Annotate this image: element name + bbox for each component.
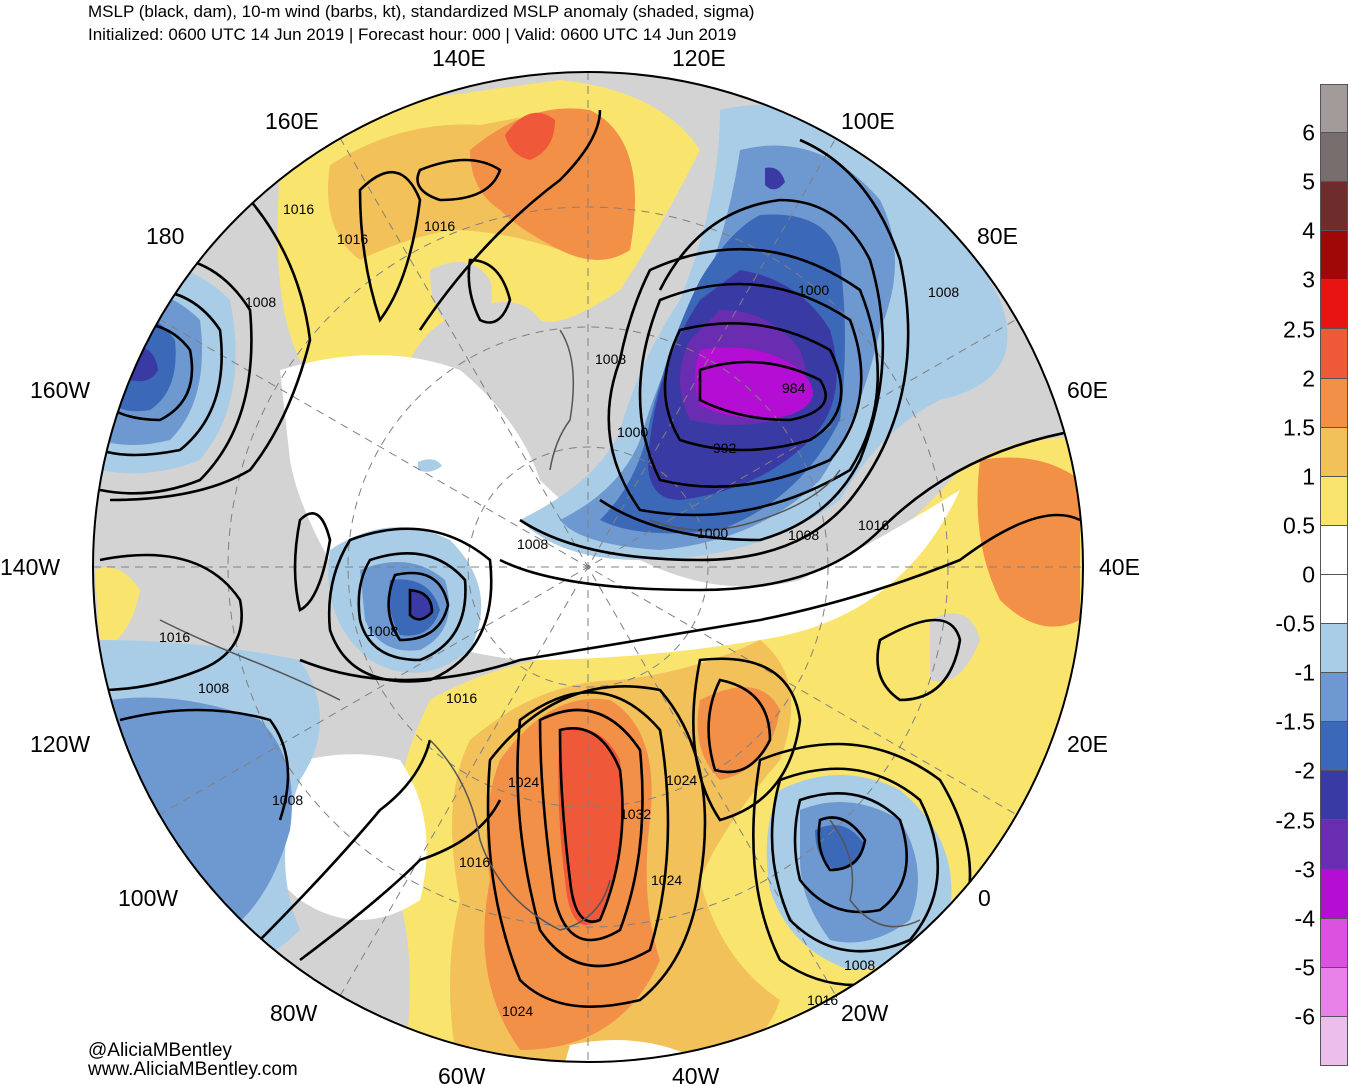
colorbar-segment <box>1320 722 1348 772</box>
colorbar-segment <box>1320 918 1348 968</box>
colorbar-segment <box>1320 84 1348 134</box>
isobar-label: 992 <box>713 440 737 456</box>
author-website: www.AliciaMBentley.com <box>88 1059 298 1080</box>
lon-label-160E: 160E <box>265 108 319 134</box>
lon-label-40E: 40E <box>1099 554 1140 580</box>
isobar-label: 1032 <box>620 806 651 822</box>
lon-label-140E: 140E <box>432 45 486 71</box>
isobar-label: 1016 <box>424 218 455 234</box>
colorbar-tick: 4 <box>1302 217 1315 244</box>
colorbar-tick: 3 <box>1302 266 1315 293</box>
isobar-label: 1008 <box>928 284 959 300</box>
isobar-label: 1008 <box>272 792 303 808</box>
lon-label-0: 0 <box>978 885 991 911</box>
colorbar-segment <box>1320 280 1348 330</box>
colorbar-tick: -1 <box>1294 659 1315 686</box>
coastlines <box>159 329 921 931</box>
colorbar-tick: 0.5 <box>1283 512 1315 539</box>
isobar-label: 1008 <box>367 623 398 639</box>
colorbar-tick: 0 <box>1302 561 1315 588</box>
colorbar-tick: -0.5 <box>1275 610 1315 637</box>
longitude-labels: 140E 120E 160E 100E 180 80E 160W 60E 140… <box>0 45 1140 1086</box>
lon-label-60W: 60W <box>438 1063 486 1086</box>
lon-label-40W: 40W <box>672 1063 720 1086</box>
isobar-label: 1016 <box>446 690 477 706</box>
isobar-label: 1008 <box>844 957 875 973</box>
colorbar-segment <box>1320 771 1348 821</box>
lon-label-20E: 20E <box>1067 731 1108 757</box>
lon-label-120E: 120E <box>672 45 726 71</box>
isobar-label: 1000 <box>617 424 648 440</box>
colorbar-segment <box>1320 427 1348 477</box>
colorbar-segment <box>1320 967 1348 1017</box>
isobar-label: 1024 <box>508 774 539 790</box>
isobar-label: 1024 <box>651 872 682 888</box>
isobar-label: 1008 <box>595 351 626 367</box>
colorbar-segment <box>1320 820 1348 870</box>
map-boundary <box>92 71 1084 1063</box>
isobar-label: 1000 <box>697 525 728 541</box>
lon-label-80E: 80E <box>977 223 1018 249</box>
isobar-label: 1016 <box>159 629 190 645</box>
colorbar-segment <box>1320 869 1348 919</box>
colorbar-segment <box>1320 231 1348 281</box>
colorbar-tick: -6 <box>1294 1003 1315 1030</box>
isobar-label: 1016 <box>337 231 368 247</box>
colorbar-tick: 5 <box>1302 168 1315 195</box>
isobar-label: 1008 <box>245 294 276 310</box>
colorbar-tick: 1.5 <box>1283 414 1315 441</box>
colorbar-tick: -3 <box>1294 856 1315 883</box>
lon-label-180: 180 <box>146 223 184 249</box>
isobar-label: 1016 <box>858 517 889 533</box>
anomaly-shading <box>93 72 1083 1062</box>
colorbar-segment <box>1320 574 1348 625</box>
colorbar <box>1320 84 1348 1066</box>
lon-label-80W: 80W <box>270 1000 318 1026</box>
lon-label-100W: 100W <box>118 885 178 911</box>
colorbar-tick: 2.5 <box>1283 316 1315 342</box>
colorbar-tick: -5 <box>1294 954 1315 981</box>
author-handle: @AliciaMBentley <box>88 1040 232 1061</box>
isobar-label: 1016 <box>807 992 838 1008</box>
colorbar-tick: -2.5 <box>1275 807 1315 833</box>
isobar-label: 1000 <box>798 282 829 298</box>
colorbar-segment <box>1320 133 1348 183</box>
colorbar-tick: -1.5 <box>1275 708 1315 735</box>
isobar-label: 1024 <box>666 772 697 788</box>
isobars <box>99 109 1081 1008</box>
colorbar-tick: 6 <box>1302 119 1315 146</box>
isobar-label: 1008 <box>198 680 229 696</box>
colorbar-segment <box>1320 673 1348 723</box>
colorbar-tick: -4 <box>1294 905 1315 932</box>
isobar-label: 1024 <box>502 1003 533 1019</box>
lon-label-60E: 60E <box>1067 377 1108 403</box>
colorbar-segment <box>1320 1016 1348 1066</box>
colorbar-segment <box>1320 624 1348 674</box>
colorbar-segment <box>1320 182 1348 232</box>
isobar-label: 1016 <box>459 854 490 870</box>
colorbar-tick: 2 <box>1302 365 1315 392</box>
colorbar-segment <box>1320 525 1348 575</box>
colorbar-segment <box>1320 476 1348 526</box>
lon-label-100E: 100E <box>841 108 895 134</box>
lon-label-120W: 120W <box>30 731 90 757</box>
map-title: MSLP (black, dam), 10-m wind (barbs, kt)… <box>88 2 755 21</box>
lon-label-20W: 20W <box>841 1000 889 1026</box>
colorbar-segment <box>1320 378 1348 428</box>
colorbar-tick: 1 <box>1302 463 1315 490</box>
map-subtitle: Initialized: 0600 UTC 14 Jun 2019 | Fore… <box>88 25 737 44</box>
isobar-label: 1008 <box>517 536 548 552</box>
lon-label-160W: 160W <box>30 377 90 403</box>
colorbar-tick: -2 <box>1294 757 1315 784</box>
isobar-label: 1008 <box>788 527 819 543</box>
isobar-label: 984 <box>782 380 806 396</box>
colorbar-segment <box>1320 329 1348 379</box>
lon-label-140W: 140W <box>0 554 60 580</box>
isobar-label-group: 1016 1016 1016 1008 1008 1000 1008 984 1… <box>159 201 959 1019</box>
isobar-label: 1016 <box>283 201 314 217</box>
